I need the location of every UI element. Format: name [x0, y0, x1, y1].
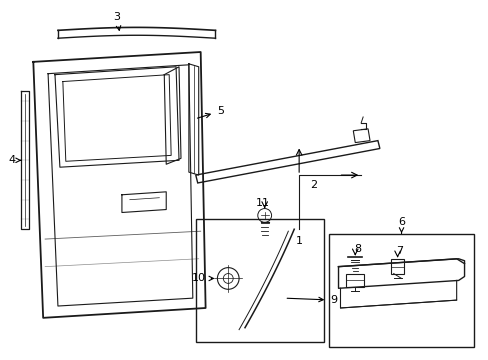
Bar [328, 234, 473, 347]
Text: 4: 4 [8, 155, 21, 165]
Text: 10: 10 [191, 274, 213, 283]
Text: 3: 3 [113, 12, 121, 30]
Text: 5: 5 [197, 106, 224, 118]
Text: 11: 11 [255, 198, 269, 208]
Text: 1: 1 [295, 236, 302, 246]
Text: 8: 8 [354, 244, 361, 254]
Bar [346, 274, 364, 287]
Bar [390, 259, 404, 274]
Text: 2: 2 [310, 180, 317, 190]
Text: 9: 9 [286, 295, 337, 305]
Text: 7: 7 [395, 246, 402, 256]
Bar [195, 219, 323, 342]
Text: 6: 6 [397, 217, 404, 233]
